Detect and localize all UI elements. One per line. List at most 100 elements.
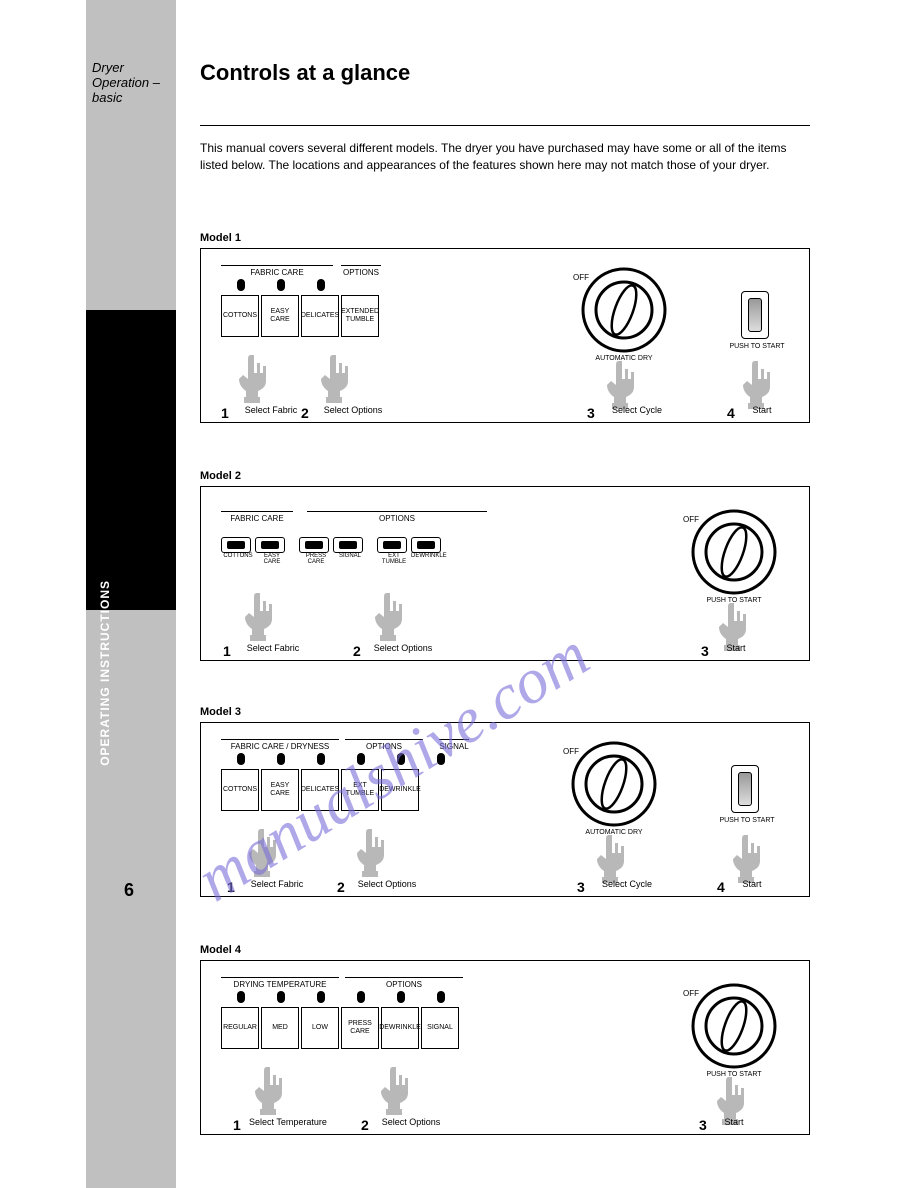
- p1-knob[interactable]: [581, 267, 667, 353]
- p4-off: OFF: [683, 989, 699, 998]
- sidebar-top-text: Dryer Operation – basic: [92, 60, 170, 105]
- hand-icon: [589, 833, 629, 883]
- sidebar-tab: [86, 310, 176, 610]
- p2-b6[interactable]: [411, 537, 441, 553]
- p2-step1: 1: [223, 643, 231, 659]
- panel-3: FABRIC CARE / DRYNESS OPTIONS SIGNAL COT…: [200, 722, 810, 897]
- p2-b1[interactable]: [221, 537, 251, 553]
- p2-step3: 3: [701, 643, 709, 659]
- p1-buttons: COTTONS EASY CARE DELICATES EXTENDED TUM…: [221, 295, 381, 337]
- p4-step3t: Start: [709, 1117, 759, 1127]
- panel-4: DRYING TEMPERATURE OPTIONS REGULAR MED L…: [200, 960, 810, 1135]
- p3-group1-label: FABRIC CARE / DRYNESS: [221, 739, 339, 751]
- p4-buttons: REGULAR MED LOW PRESS CARE DEWRINKLE SIG…: [221, 1007, 461, 1049]
- hand-icon: [735, 359, 775, 409]
- p4-step3: 3: [699, 1117, 707, 1133]
- p4-b2[interactable]: MED: [261, 1007, 299, 1049]
- p3-off: OFF: [563, 747, 579, 756]
- p3-led-row: [221, 753, 461, 767]
- page-title: Controls at a glance: [200, 60, 840, 86]
- p3-step3: 3: [577, 879, 585, 895]
- p1-step1: 1: [221, 405, 229, 421]
- p4-b4[interactable]: PRESS CARE: [341, 1007, 379, 1049]
- p2-buttons: COTTONSEASY CARE PRESS CARESIGNAL EXT TU…: [221, 537, 445, 565]
- sidebar-tab-text: OPERATING INSTRUCTIONS: [98, 580, 118, 766]
- hand-icon: [313, 353, 353, 403]
- p2-step2t: Select Options: [363, 643, 443, 653]
- panel-2: FABRIC CARE OPTIONS COTTONSEASY CARE PRE…: [200, 486, 810, 661]
- p1-step4t: Start: [737, 405, 787, 415]
- p1-rocker-label: PUSH TO START: [729, 343, 785, 350]
- hand-icon: [349, 827, 389, 877]
- p3-buttons: COTTONS EASY CARE DELICATES EXT TUMBLE D…: [221, 769, 421, 811]
- p1-step3t: Select Cycle: [597, 405, 677, 415]
- p2-b2[interactable]: [255, 537, 285, 553]
- p1-rocker[interactable]: [741, 291, 769, 339]
- p4-step2: 2: [361, 1117, 369, 1133]
- p3-step3t: Select Cycle: [587, 879, 667, 889]
- p2-step1t: Select Fabric: [233, 643, 313, 653]
- hand-icon: [373, 1065, 413, 1115]
- model-2-label: Model 2: [200, 470, 241, 482]
- hand-icon: [247, 1065, 287, 1115]
- p3-step4: 4: [717, 879, 725, 895]
- divider: [200, 125, 810, 126]
- p1-group2-label: OPTIONS: [341, 265, 381, 277]
- panel-1: FABRIC CARE OPTIONS COTTONS EASY CARE DE…: [200, 248, 810, 423]
- p1-group1-label: FABRIC CARE: [221, 265, 333, 277]
- p3-rocker-label: PUSH TO START: [719, 817, 775, 824]
- p2-b5[interactable]: [377, 537, 407, 553]
- p3-knob[interactable]: [571, 741, 657, 827]
- p4-step1: 1: [233, 1117, 241, 1133]
- hand-icon: [367, 591, 407, 641]
- p2-b4[interactable]: [333, 537, 363, 553]
- model-4-label: Model 4: [200, 944, 241, 956]
- p1-btn-exttumble[interactable]: EXTENDED TUMBLE: [341, 295, 379, 337]
- p3-group2-label: OPTIONS: [345, 739, 423, 751]
- p4-step1t: Select Temperature: [243, 1117, 333, 1127]
- hand-icon: [237, 591, 277, 641]
- p1-off: OFF: [573, 273, 589, 282]
- p3-step4t: Start: [727, 879, 777, 889]
- p4-knob[interactable]: [691, 983, 777, 1069]
- model-1-label: Model 1: [200, 232, 241, 244]
- p1-step2t: Select Options: [313, 405, 393, 415]
- page-subtitle: This manual covers several different mod…: [200, 140, 810, 174]
- p3-b5[interactable]: DEWRINKLE: [381, 769, 419, 811]
- page-header: Controls at a glance: [200, 60, 840, 92]
- hand-icon: [241, 827, 281, 877]
- p2-group1-label: FABRIC CARE: [221, 511, 293, 523]
- page-number: 6: [124, 880, 134, 901]
- p4-b1[interactable]: REGULAR: [221, 1007, 259, 1049]
- p2-group2-label: OPTIONS: [307, 511, 487, 523]
- p3-group3-label: SIGNAL: [439, 739, 469, 751]
- p3-step1: 1: [227, 879, 235, 895]
- p2-b3[interactable]: [299, 537, 329, 553]
- p1-step3: 3: [587, 405, 595, 421]
- p3-b4[interactable]: EXT TUMBLE: [341, 769, 379, 811]
- p3-b3[interactable]: DELICATES: [301, 769, 339, 811]
- model-3-label: Model 3: [200, 706, 241, 718]
- p3-b2[interactable]: EASY CARE: [261, 769, 299, 811]
- p4-group1-label: DRYING TEMPERATURE: [221, 977, 339, 989]
- p3-step1t: Select Fabric: [237, 879, 317, 889]
- p2-step2: 2: [353, 643, 361, 659]
- p1-btn-delicates[interactable]: DELICATES: [301, 295, 339, 337]
- p1-step2: 2: [301, 405, 309, 421]
- p4-b6[interactable]: SIGNAL: [421, 1007, 459, 1049]
- p1-btn-easycare[interactable]: EASY CARE: [261, 295, 299, 337]
- p4-b5[interactable]: DEWRINKLE: [381, 1007, 419, 1049]
- p1-led-row: [221, 279, 381, 293]
- p3-step2: 2: [337, 879, 345, 895]
- p4-b3[interactable]: LOW: [301, 1007, 339, 1049]
- p3-b1[interactable]: COTTONS: [221, 769, 259, 811]
- p1-step1t: Select Fabric: [231, 405, 311, 415]
- hand-icon: [231, 353, 271, 403]
- p4-led-row: [221, 991, 461, 1005]
- p3-step2t: Select Options: [347, 879, 427, 889]
- p1-step4: 4: [727, 405, 735, 421]
- p1-btn-cottons[interactable]: COTTONS: [221, 295, 259, 337]
- p2-knob[interactable]: [691, 509, 777, 595]
- p4-step2t: Select Options: [371, 1117, 451, 1127]
- p3-rocker[interactable]: [731, 765, 759, 813]
